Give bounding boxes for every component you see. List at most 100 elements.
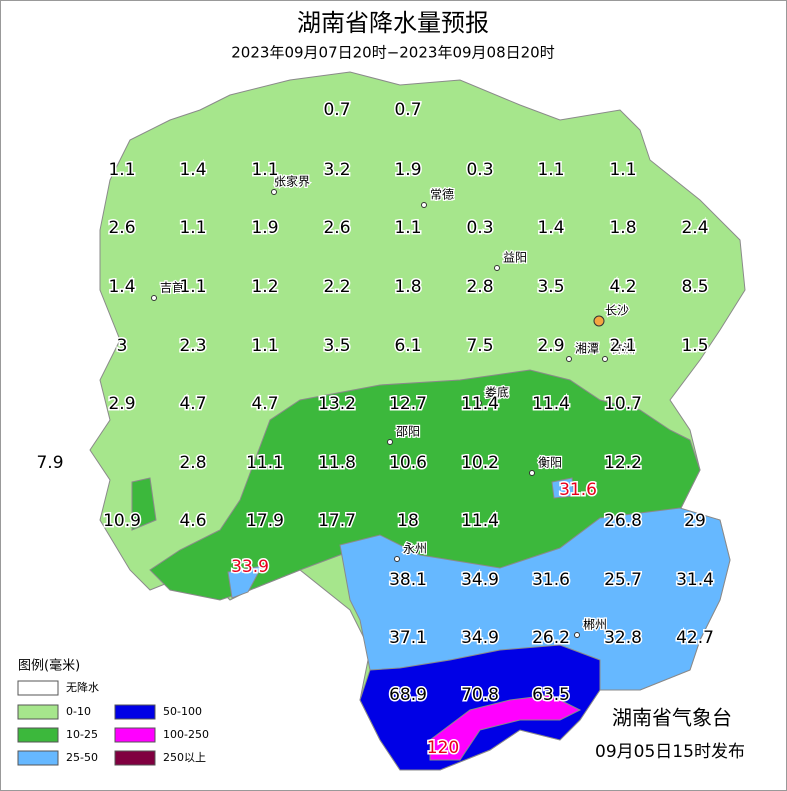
rain-value: 0.3 — [466, 218, 493, 238]
rain-value: 1.4 — [108, 277, 135, 297]
city-name: 湘潭 — [575, 341, 599, 356]
rain-value: 34.9 — [461, 628, 499, 648]
rain-value: 1.8 — [394, 277, 421, 297]
rain-value: 3.5 — [537, 277, 564, 297]
rain-value: 0.7 — [323, 100, 350, 120]
rain-value: 29 — [684, 511, 706, 531]
rain-value: 2.2 — [323, 277, 350, 297]
zone-magenta — [429, 694, 582, 761]
rain-value: 17.9 — [246, 511, 284, 531]
city-dot — [421, 202, 427, 208]
rain-value: 1.8 — [609, 218, 636, 238]
rain-value: 10.2 — [461, 453, 499, 473]
rain-value: 11.4 — [461, 394, 499, 414]
legend-swatch — [17, 680, 59, 696]
rain-value: 1.1 — [251, 336, 278, 356]
legend-label: 25-50 — [66, 751, 98, 764]
subtitle: 2023年09月07日20时−2023年09月08日20时 — [231, 44, 554, 62]
city-dot — [394, 556, 400, 562]
city-dot — [574, 632, 580, 638]
rain-value: 12.2 — [604, 453, 642, 473]
legend-label: 50-100 — [163, 705, 202, 718]
rain-value: 1.1 — [179, 218, 206, 238]
rain-value: 0.7 — [394, 100, 421, 120]
rain-value: 8.5 — [681, 277, 708, 297]
rain-value: 18 — [397, 511, 419, 531]
rain-value: 1.1 — [108, 160, 135, 180]
rain-value: 1.1 — [609, 160, 636, 180]
rain-value: 1.5 — [681, 336, 708, 356]
city-name: 永州 — [403, 542, 427, 556]
rain-value: 1.1 — [179, 277, 206, 297]
rain-value: 3.2 — [323, 160, 350, 180]
rain-value: 37.1 — [389, 628, 427, 648]
legend-label: 10-25 — [66, 728, 98, 741]
rain-value: 11.8 — [318, 453, 356, 473]
zone-dark-green — [131, 477, 157, 531]
rain-value: 17.7 — [318, 511, 356, 531]
city-dot — [602, 356, 608, 362]
rain-value: 42.7 — [676, 628, 714, 648]
rain-value: 33.9 — [231, 557, 269, 577]
city-name: 长沙 — [605, 304, 629, 318]
legend: 图例(毫米) 无降水 0-10 10-25 25-50 50-100 100-250 250… — [17, 658, 209, 766]
rain-value: 11.4 — [532, 394, 570, 414]
rain-value: 12.7 — [389, 394, 427, 414]
city-dot — [529, 470, 535, 476]
rain-value: 25.7 — [604, 570, 642, 590]
rain-value: 10.6 — [389, 453, 427, 473]
rain-value: 1.9 — [251, 218, 278, 238]
city-name: 常德 — [430, 187, 454, 202]
city-name: 娄底 — [485, 385, 509, 400]
rain-value: 1.9 — [394, 160, 421, 180]
rain-value: 1.4 — [537, 218, 564, 238]
rain-value: 1.1 — [251, 160, 278, 180]
rain-value: 63.5 — [532, 685, 570, 705]
legend-label: 100-250 — [163, 728, 209, 741]
zone-blue — [551, 477, 575, 499]
rain-value: 2.1 — [609, 336, 636, 356]
zone-blue — [227, 565, 263, 599]
rain-value: 38.1 — [389, 570, 427, 590]
rain-value: 4.7 — [251, 394, 278, 414]
legend-label: 0-10 — [66, 705, 91, 718]
rain-value: 70.8 — [461, 685, 499, 705]
rain-value: 34.9 — [461, 570, 499, 590]
rain-value: 31.6 — [559, 480, 597, 500]
rain-value: 4.7 — [179, 394, 206, 414]
rain-value: 2.4 — [681, 218, 708, 238]
city-name: 吉首 — [160, 281, 184, 295]
legend-swatch — [17, 727, 59, 743]
rain-value: 2.8 — [179, 453, 206, 473]
legend-swatch — [114, 704, 156, 720]
city-name: 益阳 — [503, 251, 527, 265]
rain-value: 3.5 — [323, 336, 350, 356]
rain-value: 7.5 — [466, 336, 493, 356]
rain-value: 32.8 — [604, 628, 642, 648]
rain-value: 4.6 — [179, 511, 206, 531]
legend-swatch — [114, 750, 156, 766]
rain-value: 11.4 — [461, 511, 499, 531]
rain-value: 68.9 — [389, 685, 427, 705]
issued: 09月05日15时发布 — [595, 742, 745, 762]
rain-value: 26.2 — [532, 628, 570, 648]
rain-value: 2.9 — [108, 394, 135, 414]
rain-value: 13.2 — [318, 394, 356, 414]
city-dot — [476, 400, 482, 406]
rain-value: 1.1 — [537, 160, 564, 180]
rain-value: 2.8 — [466, 277, 493, 297]
rain-value: 120 — [427, 738, 459, 758]
rain-value: 4.2 — [609, 277, 636, 297]
rain-value: 2.9 — [537, 336, 564, 356]
city-name: 衡阳 — [538, 456, 562, 470]
city-name: 株洲 — [611, 341, 635, 356]
rain-value: 10.7 — [604, 394, 642, 414]
rain-value: 2.6 — [108, 218, 135, 238]
legend-label: 无降水 — [66, 680, 99, 694]
rain-value: 26.8 — [604, 511, 642, 531]
city-dot — [593, 315, 605, 327]
legend-swatch — [114, 727, 156, 743]
rain-value: 31.4 — [676, 570, 714, 590]
rain-value: 1.2 — [251, 277, 278, 297]
